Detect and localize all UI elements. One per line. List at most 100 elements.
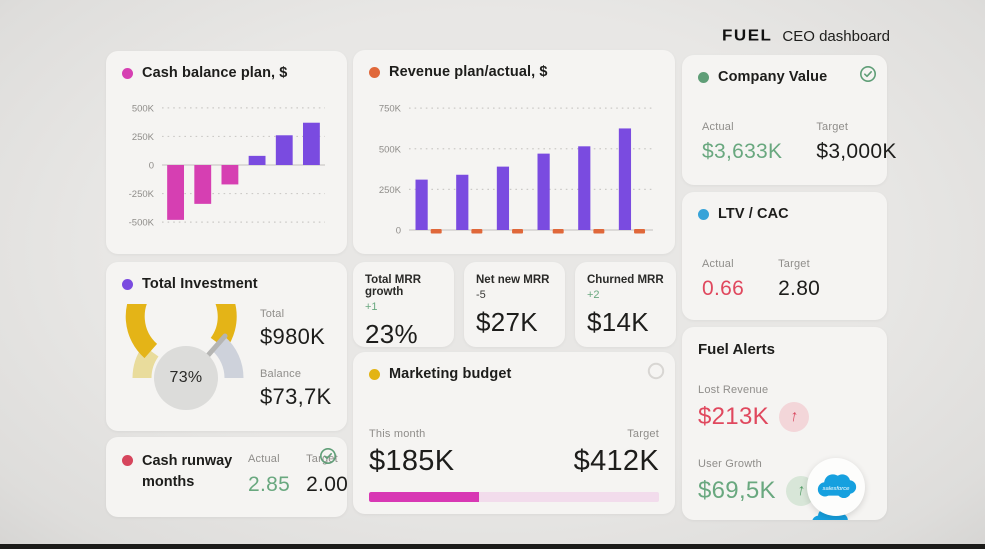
svg-text:0: 0 (149, 161, 154, 172)
metric-value: $14K (587, 307, 649, 337)
cash-balance-chart-svg: 500K 250K 0 -250K -500K (129, 103, 325, 229)
revenue-chart-svg: 750K 500K 250K 0 (379, 104, 653, 237)
actual-label: Actual (702, 121, 734, 133)
alert-lost-revenue: Lost Revenue $213K ↑ (698, 380, 871, 435)
card-total-mrr-growth[interactable]: Total MRR growth +1 23% (353, 262, 454, 349)
card-title: Marketing budget (389, 366, 512, 382)
actual-metric: Actual 2.85 (248, 453, 290, 497)
company-value-dot-icon (698, 71, 709, 83)
card-title-row: Total Investment (122, 276, 331, 292)
alert-user-growth: User Growth $69,5K ↑ (698, 454, 871, 509)
header: FUEL CEO dashboard (722, 26, 890, 46)
actual-value: 2.85 (248, 473, 291, 496)
metric-label: Total MRR growth (365, 274, 422, 298)
gauge-percent-badge: 73% (154, 346, 218, 410)
svg-text:0: 0 (396, 226, 401, 237)
balance-label: Balance (260, 368, 302, 380)
card-net-new-mrr[interactable]: Net new MRR -5 $27K (464, 262, 565, 347)
metric-label: Net new MRR (476, 274, 550, 286)
target-metric: Target $3,000K (816, 121, 896, 164)
actual-metric: Actual $3,633K (702, 121, 782, 164)
fuel-logo: FUEL (722, 26, 773, 45)
target-label: Target (816, 121, 849, 133)
gauge-percent-value: 73% (169, 369, 203, 386)
target-label: Target (627, 428, 659, 440)
marketing-budget-dot-icon (369, 368, 380, 380)
card-churned-mrr[interactable]: Churned MRR +2 $14K (575, 262, 676, 347)
card-title: LTV / CAC (718, 206, 789, 222)
cash-runway-dot-icon (122, 455, 133, 466)
card-total-investment[interactable]: Total Investment 73% Total $980K Balance… (106, 260, 347, 431)
salesforce-logo-icon: salesforce (817, 474, 857, 499)
target-metric: Target 2.80 (778, 258, 820, 301)
card-title: Revenue plan/actual, $ (389, 64, 548, 80)
goal-met-check-icon (860, 66, 876, 82)
balance-value: $73,7K (260, 384, 332, 409)
card-title-row: Cash runway months (122, 451, 248, 493)
investment-stats: Total $980K Balance $73,7K (260, 304, 332, 416)
card-title-row: Revenue plan/actual, $ (369, 64, 659, 80)
actual-label: Actual (248, 453, 280, 465)
svg-text:250K: 250K (132, 132, 155, 143)
card-title: Total Investment (142, 276, 258, 292)
card-revenue-plan-actual[interactable]: Revenue plan/actual, $ 750K 500K 250K 0 (353, 50, 675, 254)
investment-gauge: 73% (122, 260, 256, 416)
alert-value: $69,5K (698, 477, 776, 504)
this-month-metric: This month $185K (369, 428, 454, 478)
metric-value: 23% (365, 319, 418, 349)
card-ltv-cac[interactable]: LTV / CAC Actual 0.66 Target 2.80 (682, 192, 887, 320)
actual-label: Actual (702, 258, 734, 270)
screen-bezel (0, 544, 985, 549)
metric-delta: +1 (365, 301, 378, 313)
target-label: Target (778, 258, 810, 270)
svg-text:750K: 750K (379, 104, 402, 115)
actual-value: $3,633K (702, 140, 783, 163)
this-month-label: This month (369, 428, 426, 440)
total-value: $980K (260, 324, 326, 349)
card-title-row: Marketing budget (369, 366, 659, 382)
total-investment-dot-icon (122, 278, 133, 290)
card-title: Company Value (718, 69, 828, 85)
svg-text:-250K: -250K (129, 189, 155, 200)
revenue-dot-icon (369, 66, 380, 78)
revenue-chart: 750K 500K 250K 0 (369, 92, 659, 242)
card-fuel-alerts[interactable]: Fuel Alerts Lost Revenue $213K ↑ User Gr… (682, 327, 887, 520)
alert-value: $213K (698, 403, 769, 430)
target-value: $412K (573, 445, 659, 477)
goal-met-check-icon (320, 448, 336, 464)
card-title-row: LTV / CAC (698, 206, 871, 222)
target-value: $3,000K (816, 140, 897, 163)
budget-progress-fill (369, 492, 480, 502)
target-value: 2.80 (778, 277, 821, 300)
svg-text:500K: 500K (132, 103, 155, 114)
metric-delta: -5 (476, 289, 486, 301)
svg-text:250K: 250K (379, 185, 402, 196)
cash-balance-chart: 500K 250K 0 -250K -500K (122, 93, 331, 241)
card-title: Cash balance plan, $ (142, 65, 288, 81)
alert-label: Lost Revenue (698, 384, 769, 396)
budget-progress-bar (369, 492, 659, 502)
card-title-row: Company Value (698, 69, 871, 85)
card-marketing-budget[interactable]: Marketing budget This month $185K Target… (353, 352, 675, 514)
target-value: 2.00 (306, 473, 349, 496)
actual-value: 0.66 (702, 277, 745, 300)
salesforce-wordmark: salesforce (823, 486, 851, 492)
card-cash-runway[interactable]: Cash runway months Actual 2.85 Target 2.… (106, 437, 349, 517)
arrow-up-icon: ↑ (776, 399, 812, 435)
card-title: Cash runway months (142, 453, 233, 491)
metric-value: $27K (476, 307, 538, 337)
card-title-row: Cash balance plan, $ (122, 65, 331, 81)
ltv-cac-dot-icon (698, 208, 709, 220)
alert-label: User Growth (698, 458, 762, 470)
metric-delta: +2 (587, 289, 600, 301)
card-cash-balance-plan[interactable]: Cash balance plan, $ 500K 250K 0 -250K -500K (106, 51, 347, 254)
page-title: CEO dashboard (782, 27, 890, 45)
cash-balance-dot-icon (122, 67, 133, 79)
svg-text:500K: 500K (379, 144, 402, 155)
svg-text:-500K: -500K (129, 218, 155, 229)
this-month-value: $185K (369, 445, 455, 477)
card-company-value[interactable]: Company Value Actual $3,633K Target $3,0… (682, 55, 896, 185)
goal-pending-ring-icon (647, 362, 665, 380)
actual-metric: Actual 0.66 (702, 258, 744, 301)
